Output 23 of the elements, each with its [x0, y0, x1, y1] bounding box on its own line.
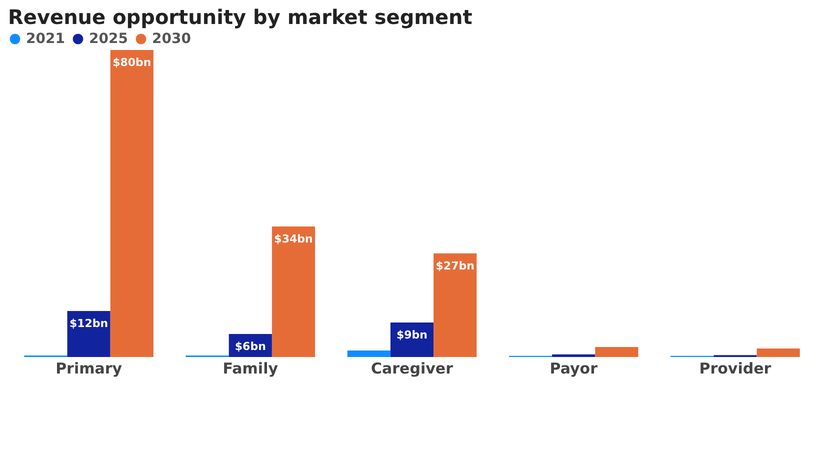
x-tick-label: Family: [222, 360, 278, 378]
data-label: $27bn: [436, 259, 474, 272]
legend-label: 2025: [89, 31, 128, 47]
x-tick-label: Provider: [699, 360, 772, 378]
bar: [595, 347, 638, 357]
bar: [272, 226, 316, 357]
x-tick-label: Caregiver: [371, 360, 454, 378]
data-label: $34bn: [274, 232, 313, 246]
data-label: $9bn: [396, 328, 428, 342]
bar: [756, 348, 800, 357]
x-tick-label: Primary: [56, 360, 122, 378]
bar: [110, 50, 154, 357]
bar: [552, 354, 596, 357]
data-label: $6bn: [234, 340, 266, 353]
x-tick-label: Payor: [550, 360, 598, 378]
data-label: $80bn: [112, 56, 152, 69]
legend-label: 2021: [26, 31, 65, 47]
data-label: $12bn: [69, 316, 108, 330]
legend-label: 2030: [152, 31, 192, 47]
bar: [434, 253, 477, 357]
chart-title: Revenue opportunity by market segment: [8, 5, 473, 29]
bar: [67, 310, 110, 357]
bar: [347, 350, 390, 357]
